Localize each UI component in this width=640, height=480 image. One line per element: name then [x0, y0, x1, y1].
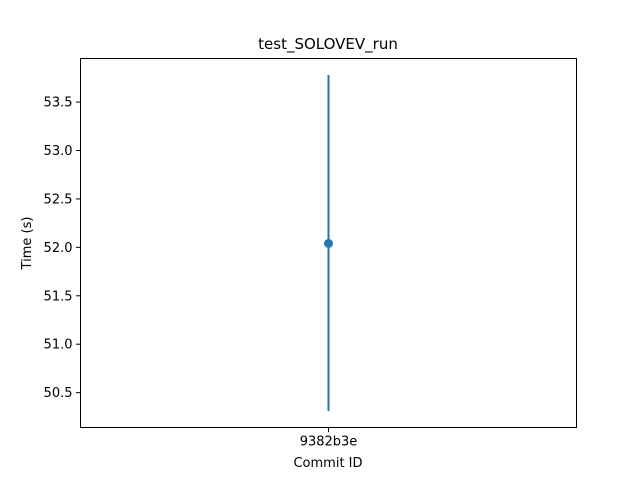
x-axis-label: Commit ID [293, 456, 362, 471]
x-tick-label: 9382b3e [300, 435, 358, 450]
y-axis-label: Time (s) [20, 217, 35, 271]
y-tick-label: 51.5 [44, 289, 73, 304]
y-axis: 50.5 51.0 51.5 52.0 52.5 53.0 53.5 [44, 96, 81, 401]
y-tick-label: 51.0 [44, 338, 73, 353]
x-axis: 9382b3e [300, 427, 358, 450]
chart-title: test_SOLOVEV_run [258, 35, 398, 54]
data-point [324, 238, 333, 248]
y-tick-label: 52.0 [44, 241, 73, 256]
data-marks [324, 74, 333, 412]
y-tick-label: 53.0 [44, 144, 73, 159]
y-tick-label: 53.5 [44, 96, 73, 111]
y-tick-label: 52.5 [44, 192, 73, 207]
y-tick-label: 50.5 [44, 386, 73, 401]
